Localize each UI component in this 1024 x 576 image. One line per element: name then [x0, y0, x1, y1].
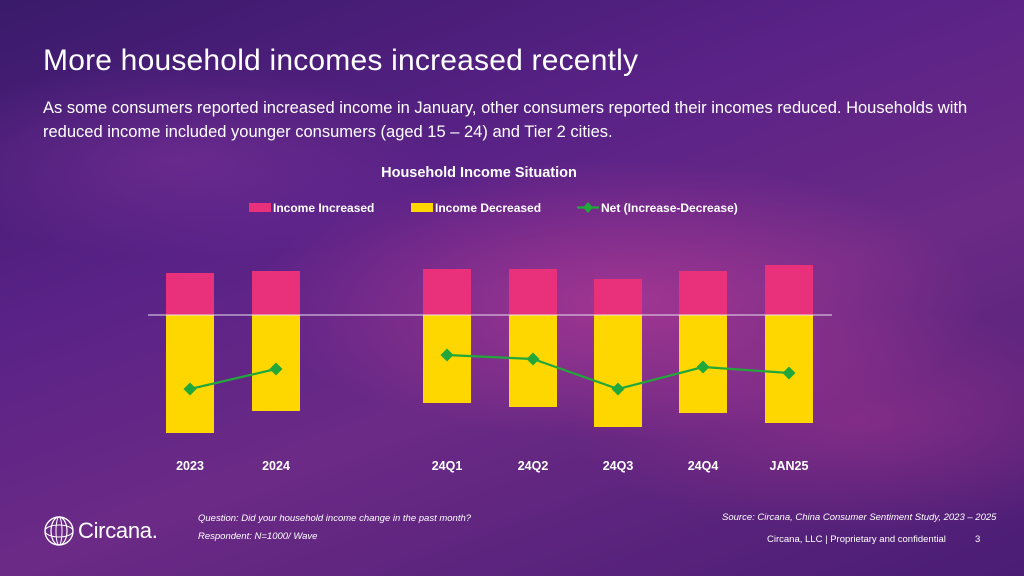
chart-x-ticks: 2023 2024 24Q1 24Q2 24Q3 24Q4 JAN25: [176, 459, 808, 473]
net-point-24q1: [440, 348, 454, 362]
net-point-24q2: [526, 352, 540, 366]
legend-label-1: Income Decreased: [435, 201, 541, 215]
legend-swatch-0: [249, 203, 271, 212]
net-point-2024: [269, 362, 283, 376]
bar-income-decreased-24q3: [594, 315, 642, 427]
bar-income-increased-2024: [252, 271, 300, 315]
x-tick-label-24q2: 24Q2: [518, 459, 549, 473]
footnote-source: Source: Circana, China Consumer Sentimen…: [722, 512, 997, 523]
bar-income-increased-24q3: [594, 279, 642, 315]
chart-net-line: [183, 348, 796, 396]
confidential-notice: Circana, LLC | Proprietary and confident…: [767, 534, 946, 545]
x-tick-label-2024: 2024: [262, 459, 290, 473]
net-line-segment-1: [189, 367, 277, 391]
bar-income-increased-24q1: [423, 269, 471, 315]
chart-title: Household Income Situation: [381, 165, 577, 181]
legend-swatch-1: [411, 203, 433, 212]
x-tick-label-24q1: 24Q1: [432, 459, 463, 473]
bar-income-increased-2023: [166, 273, 214, 315]
x-tick-label-jan25: JAN25: [770, 459, 809, 473]
circana-logo: Circana.: [42, 514, 158, 548]
chart-bars: [166, 265, 813, 433]
footnote-respondent: Respondent: N=1000/ Wave: [198, 531, 318, 542]
legend-label-0: Income Increased: [273, 201, 374, 215]
x-tick-label-24q3: 24Q3: [603, 459, 634, 473]
bar-income-increased-24q4: [679, 271, 727, 315]
logo-text: Circana.: [78, 518, 158, 543]
net-point-24q4: [696, 360, 710, 374]
legend-swatch-marker: [583, 202, 593, 213]
x-tick-label-24q4: 24Q4: [688, 459, 719, 473]
bar-income-decreased-2023: [166, 315, 214, 433]
net-point-jan25: [782, 366, 796, 380]
bar-income-increased-24q2: [509, 269, 557, 315]
page-title: More household incomes increased recentl…: [43, 44, 639, 77]
bar-income-increased-jan25: [765, 265, 813, 315]
net-point-2023: [183, 382, 197, 396]
page-number: 3: [975, 534, 981, 545]
footnote-question: Question: Did your household income chan…: [198, 513, 472, 524]
page-subtitle: As some consumers reported increased inc…: [43, 99, 968, 141]
net-point-24q3: [611, 382, 625, 396]
legend-label-2: Net (Increase-Decrease): [601, 201, 738, 215]
circana-globe-icon: [44, 516, 74, 546]
x-tick-label-2023: 2023: [176, 459, 204, 473]
chart-legend: Income Increased Income Decreased Net (Inc…: [249, 201, 738, 215]
